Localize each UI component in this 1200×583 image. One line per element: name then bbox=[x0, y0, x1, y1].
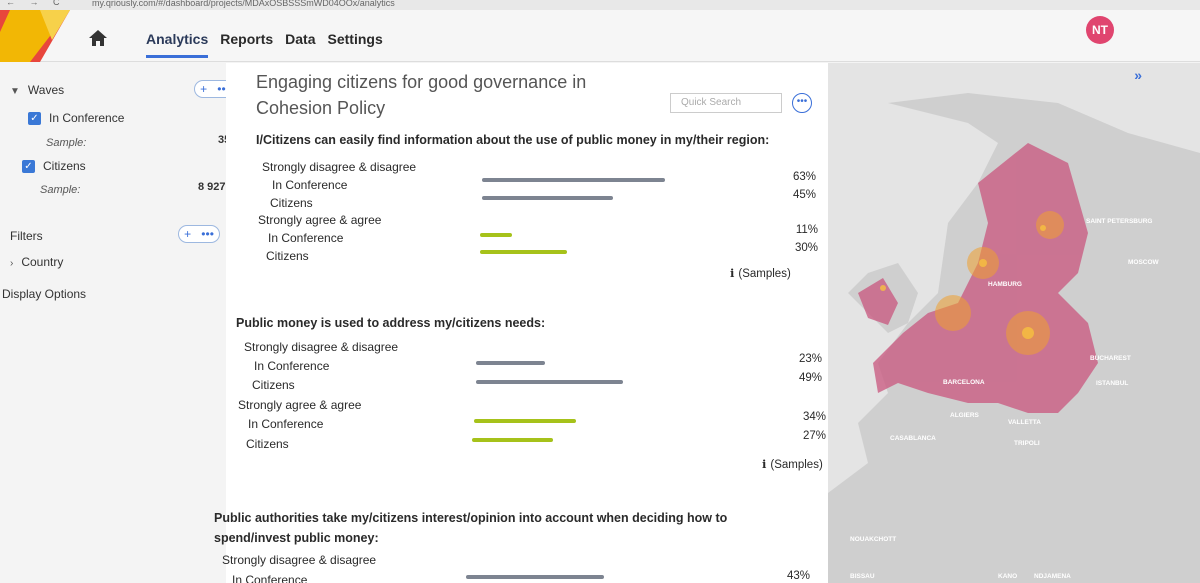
more-options-icon[interactable]: ••• bbox=[792, 93, 812, 113]
result-bar bbox=[482, 178, 665, 182]
percent-value: 30% bbox=[794, 242, 818, 254]
question-card: Public authorities take my/citizens inte… bbox=[214, 508, 814, 583]
samples-info[interactable]: i (Samples) bbox=[730, 266, 791, 280]
wave-item-in-conference[interactable]: ✓ In Conference bbox=[28, 111, 125, 126]
question-title: Public authorities take my/citizens inte… bbox=[214, 511, 728, 545]
waves-header[interactable]: ▼ Waves bbox=[10, 83, 64, 97]
map-city-label: BUCHAREST bbox=[1090, 355, 1131, 362]
group-label: Strongly agree & agree bbox=[238, 398, 362, 412]
percent-value: 43% bbox=[786, 570, 810, 582]
result-bar bbox=[476, 380, 623, 384]
samples-info[interactable]: i (Samples) bbox=[762, 457, 823, 471]
row-label: In Conference bbox=[232, 573, 308, 583]
map-city-label: KANO bbox=[998, 573, 1018, 580]
checkbox-checked-icon[interactable]: ✓ bbox=[28, 112, 41, 126]
map-city-label: TRIPOLI bbox=[1014, 440, 1040, 447]
samples-info-label: (Samples) bbox=[770, 459, 823, 471]
map-city-label: ISTANBUL bbox=[1096, 380, 1129, 387]
map-city-label: MOSCOW bbox=[1128, 259, 1159, 266]
result-bar bbox=[480, 233, 512, 237]
row-label: Citizens bbox=[270, 196, 313, 210]
samples-info-label: (Samples) bbox=[738, 268, 791, 280]
waves-label: Waves bbox=[27, 83, 65, 97]
browser-nav-icons[interactable]: ← → C bbox=[6, 0, 66, 7]
filter-country[interactable]: › Country bbox=[10, 255, 63, 269]
heat-map[interactable]: » MOSCOW SAINT PETERSBURG HAMBURG BARCEL… bbox=[828, 63, 1200, 583]
question-card: I/Citizens can easily find information a… bbox=[256, 133, 818, 283]
question-title: Public money is used to address my/citiz… bbox=[236, 316, 546, 330]
tab-reports[interactable]: Reports bbox=[220, 31, 274, 47]
map-city-label: HAMBURG bbox=[988, 281, 1022, 288]
home-icon[interactable] bbox=[88, 28, 108, 48]
wave-item-citizens[interactable]: ✓ Citizens bbox=[22, 159, 86, 174]
group-label: Strongly disagree & disagree bbox=[262, 160, 417, 174]
display-options[interactable]: Display Options bbox=[2, 287, 87, 301]
sample-value: 8 927 bbox=[198, 181, 226, 193]
browser-address-bar: ← → C my.qriously.com/#/dashboard/projec… bbox=[0, 0, 1200, 10]
group-label: Strongly disagree & disagree bbox=[244, 340, 399, 354]
tab-settings[interactable]: Settings bbox=[327, 31, 383, 47]
user-avatar[interactable]: NT bbox=[1086, 16, 1114, 44]
percent-value: 23% bbox=[798, 353, 822, 365]
country-label: Country bbox=[21, 255, 64, 269]
info-icon[interactable]: i bbox=[762, 457, 767, 471]
tab-data[interactable]: Data bbox=[285, 31, 316, 47]
result-bar bbox=[480, 250, 567, 254]
map-city-label: SAINT PETERSBURG bbox=[1086, 218, 1153, 225]
group-label: Strongly agree & agree bbox=[258, 213, 382, 227]
expand-panel-icon[interactable]: » bbox=[1134, 67, 1142, 83]
group-label: Strongly disagree & disagree bbox=[222, 553, 377, 567]
percent-value: 49% bbox=[798, 372, 822, 384]
row-label: In Conference bbox=[254, 359, 330, 373]
question-card: Public money is used to address my/citiz… bbox=[236, 316, 826, 476]
map-city-label: BARCELONA bbox=[943, 379, 985, 386]
plus-icon[interactable]: + bbox=[184, 227, 192, 241]
row-label: In Conference bbox=[248, 417, 324, 431]
percent-value: 63% bbox=[792, 171, 816, 183]
page-title: Engaging citizens for good governance in… bbox=[256, 72, 587, 118]
row-label: Citizens bbox=[252, 378, 295, 392]
top-nav: Analytics Reports Data Settings bbox=[146, 31, 383, 58]
more-icon[interactable]: ••• bbox=[201, 227, 214, 241]
quick-search-input[interactable]: Quick Search bbox=[670, 93, 782, 113]
app-header: Analytics Reports Data Settings NT bbox=[0, 10, 1200, 62]
checkbox-checked-icon[interactable]: ✓ bbox=[22, 160, 35, 174]
percent-value: 27% bbox=[802, 430, 826, 442]
chevron-right-icon: › bbox=[10, 258, 14, 269]
result-bar bbox=[482, 196, 613, 200]
result-bar bbox=[466, 575, 604, 579]
plus-icon[interactable]: + bbox=[200, 82, 208, 96]
analytics-panel: Engaging citizens for good governance in… bbox=[214, 63, 828, 583]
filters-add-pill[interactable]: + ••• bbox=[178, 225, 220, 243]
row-label: In Conference bbox=[268, 231, 344, 245]
sample-label: Sample: bbox=[46, 137, 87, 149]
map-city-label: NDJAMENA bbox=[1034, 573, 1071, 580]
wave-label: In Conference bbox=[49, 111, 125, 125]
result-bar bbox=[476, 361, 545, 365]
europe-map[interactable] bbox=[828, 63, 1200, 583]
map-city-label: NOUAKCHOTT bbox=[850, 536, 897, 543]
map-city-label: VALLETTA bbox=[1008, 419, 1041, 426]
app-logo bbox=[0, 10, 70, 62]
map-city-label: ALGIERS bbox=[950, 412, 979, 419]
map-city-label: CASABLANCA bbox=[890, 435, 936, 442]
row-label: In Conference bbox=[272, 178, 348, 192]
question-title: I/Citizens can easily find information a… bbox=[256, 133, 770, 147]
sample-label: Sample: bbox=[40, 184, 81, 196]
row-label: Citizens bbox=[246, 437, 289, 451]
result-bar bbox=[474, 419, 576, 423]
wave-label: Citizens bbox=[43, 159, 86, 173]
percent-value: 34% bbox=[802, 411, 826, 423]
row-label: Citizens bbox=[266, 249, 309, 263]
chevron-down-icon: ▼ bbox=[10, 86, 20, 97]
tab-analytics[interactable]: Analytics bbox=[146, 31, 209, 58]
result-bar bbox=[472, 438, 553, 442]
percent-value: 11% bbox=[795, 224, 818, 236]
map-city-label: BISSAU bbox=[850, 573, 875, 580]
filters-label: Filters bbox=[10, 229, 43, 243]
sidebar: ▼ Waves + ••• ✓ In Conference Sample: 35 ✓ C… bbox=[0, 63, 240, 583]
info-icon[interactable]: i bbox=[730, 266, 735, 280]
percent-value: 45% bbox=[792, 189, 816, 201]
browser-url[interactable]: my.qriously.com/#/dashboard/projects/MDA… bbox=[92, 0, 395, 8]
